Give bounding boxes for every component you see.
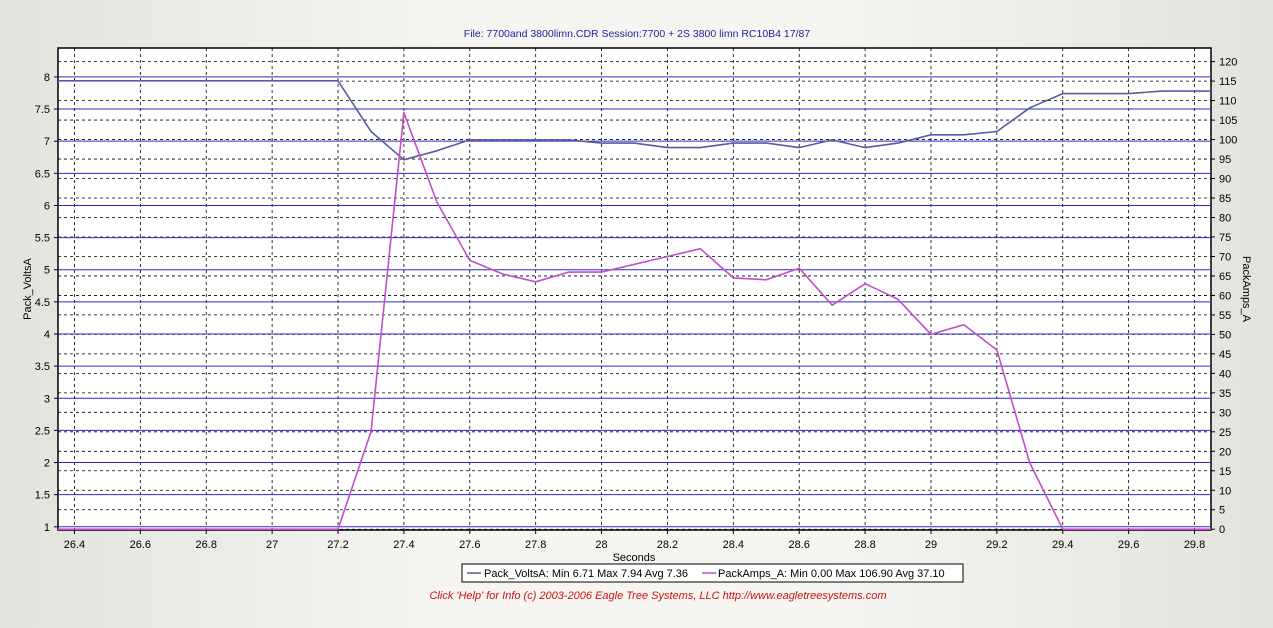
x-tick-label: 29.6	[1118, 539, 1139, 551]
right-tick-label: 80	[1219, 212, 1231, 224]
left-tick-label: 6	[44, 200, 50, 212]
left-axis-label: Pack_VoltsA	[22, 257, 34, 319]
x-axis-label: Seconds	[613, 552, 656, 564]
right-tick-label: 55	[1219, 310, 1231, 322]
right-tick-label: 105	[1219, 115, 1237, 127]
x-tick-label: 28.8	[854, 539, 875, 551]
left-tick-label: 4.5	[35, 297, 50, 309]
x-tick-label: 28.4	[723, 539, 744, 551]
right-axis-ticks: 0 5 10 15 20 25 30 35 40 45 50 55 60 65 70 75 80 85 90 95 10…	[1211, 57, 1237, 536]
series-line-pack-voltsa	[58, 80, 1211, 161]
plot-area	[57, 47, 1212, 531]
left-tick-label: 3	[44, 393, 50, 405]
right-tick-label: 60	[1219, 290, 1231, 302]
right-tick-label: 120	[1219, 57, 1237, 69]
left-tick-label: 4	[44, 329, 50, 341]
right-tick-label: 65	[1219, 271, 1231, 283]
left-tick-label: 2	[44, 458, 50, 470]
footer-credit: Click 'Help' for Info (c) 2003-2006 Eagl…	[429, 590, 886, 602]
left-tick-label: 5.5	[35, 233, 50, 245]
chart-title: File: 7700and 3800limn.CDR Session:7700 …	[464, 28, 811, 40]
x-tick-label: 27.6	[459, 539, 480, 551]
right-tick-label: 5	[1219, 505, 1225, 517]
x-tick-label: 29	[925, 539, 937, 551]
x-tick-label: 29.2	[986, 539, 1007, 551]
right-tick-label: 45	[1219, 349, 1231, 361]
series-line-packamps-a	[58, 111, 1211, 531]
left-tick-label: 1	[44, 522, 50, 534]
right-tick-label: 30	[1219, 407, 1231, 419]
right-tick-label: 20	[1219, 446, 1231, 458]
x-tick-label: 27.4	[393, 539, 414, 551]
right-tick-label: 40	[1219, 368, 1231, 380]
right-tick-label: 110	[1219, 96, 1237, 108]
right-tick-label: 115	[1219, 76, 1237, 88]
right-tick-label: 75	[1219, 232, 1231, 244]
right-tick-label: 50	[1219, 329, 1231, 341]
x-tick-label: 26.4	[64, 539, 85, 551]
left-tick-label: 7.5	[35, 104, 50, 116]
legend-label-volts: Pack_VoltsA: Min 6.71 Max 7.94 Avg 7.36	[484, 568, 688, 580]
x-tick-label: 28.6	[789, 539, 810, 551]
right-tick-label: 100	[1219, 135, 1237, 147]
right-tick-label: 0	[1219, 524, 1225, 536]
x-tick-label: 27.8	[525, 539, 546, 551]
right-tick-label: 70	[1219, 251, 1231, 263]
x-tick-label: 27.2	[327, 539, 348, 551]
x-tick-label: 28	[595, 539, 607, 551]
left-tick-label: 8	[44, 72, 50, 84]
right-tick-label: 85	[1219, 193, 1231, 205]
legend: Pack_VoltsA: Min 6.71 Max 7.94 Avg 7.36 …	[461, 563, 964, 583]
left-tick-label: 7	[44, 136, 50, 148]
right-tick-label: 35	[1219, 388, 1231, 400]
right-tick-label: 15	[1219, 466, 1231, 478]
x-tick-label: 29.8	[1184, 539, 1205, 551]
x-tick-label: 29.4	[1052, 539, 1073, 551]
right-tick-label: 95	[1219, 154, 1231, 166]
series-layer	[58, 80, 1211, 531]
x-tick-label: 27	[266, 539, 278, 551]
left-tick-label: 6.5	[35, 168, 50, 180]
x-axis-ticks: 26.4 26.6 26.8 27 27.2 27.4 27.6 27.8 28 28.2 28.4…	[64, 530, 1205, 551]
left-axis-ticks: 1 1.5 2 2.5 3 3.5 4 4.5 5 5.5 6 6.5 7 7.5 8	[35, 72, 58, 534]
x-tick-label: 26.6	[130, 539, 151, 551]
x-tick-label: 26.8	[196, 539, 217, 551]
right-tick-label: 90	[1219, 174, 1231, 186]
left-tick-label: 1.5	[35, 490, 50, 502]
left-tick-label: 2.5	[35, 425, 50, 437]
left-tick-label: 5	[44, 265, 50, 277]
left-tick-label: 3.5	[35, 361, 50, 373]
right-tick-label: 10	[1219, 485, 1231, 497]
x-tick-label: 28.2	[657, 539, 678, 551]
right-axis-label: PackAmps_A	[1240, 256, 1252, 323]
right-tick-label: 25	[1219, 427, 1231, 439]
grid	[58, 48, 1211, 530]
legend-label-amps: PackAmps_A: Min 0.00 Max 106.90 Avg 37.1…	[718, 568, 945, 580]
